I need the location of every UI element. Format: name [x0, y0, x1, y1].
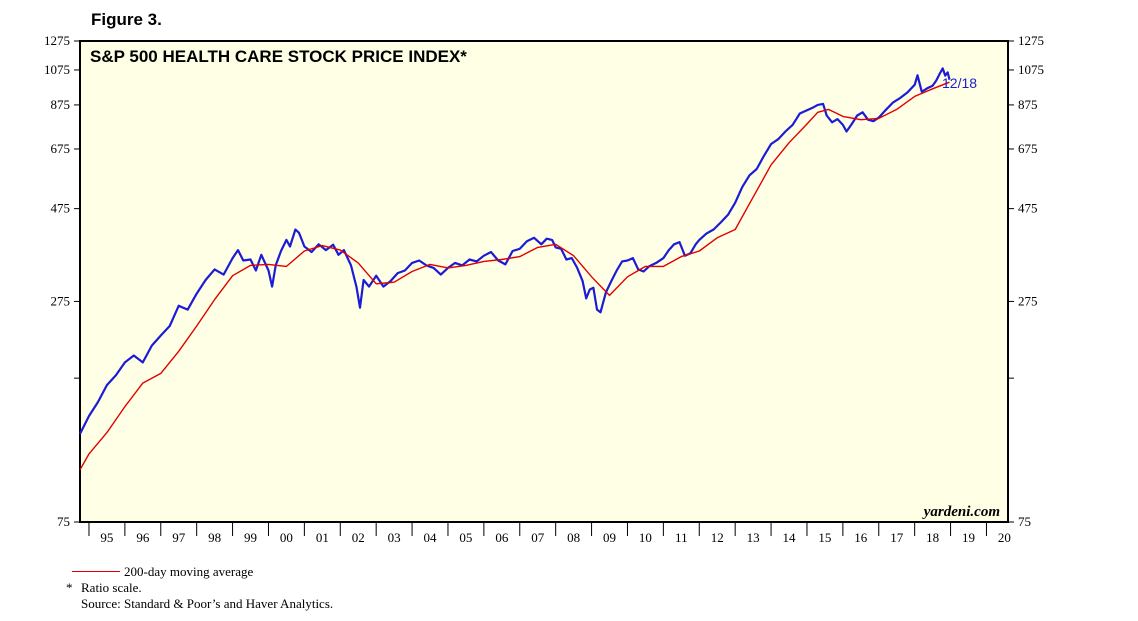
x-tick-label: 19 [962, 530, 975, 545]
x-tick-label: 10 [639, 530, 652, 545]
x-tick-label: 98 [208, 530, 221, 545]
y-tick-label-left: 875 [51, 97, 71, 112]
x-tick-label: 17 [890, 530, 904, 545]
x-tick-label: 12 [711, 530, 724, 545]
end-date-label: 12/18 [942, 75, 977, 91]
series-lines [79, 67, 951, 471]
x-tick-label: 13 [747, 530, 760, 545]
chart-title: S&P 500 HEALTH CARE STOCK PRICE INDEX* [90, 47, 467, 66]
legend-label: 200-day moving average [124, 564, 254, 579]
y-tick-label-right: 675 [1018, 141, 1038, 156]
y-tick-label-left: 275 [51, 293, 71, 308]
y-tick-label-right: 875 [1018, 97, 1038, 112]
y-tick-label-left: 1075 [44, 62, 70, 77]
x-tick-label: 20 [998, 530, 1011, 545]
y-tick-label-left: 75 [57, 514, 70, 529]
footnote-star: * [66, 580, 73, 595]
x-tick-label: 02 [352, 530, 365, 545]
x-tick-label: 95 [100, 530, 113, 545]
x-tick-label: 96 [136, 530, 150, 545]
x-tick-label: 15 [818, 530, 831, 545]
axis-ticks: 75 75 275 275 475 475 675 675 875 875 1075 1075 1275… [44, 33, 1044, 545]
x-tick-label: 16 [854, 530, 868, 545]
x-tick-label: 06 [495, 530, 509, 545]
y-tick-label-right: 475 [1018, 201, 1038, 216]
x-tick-label: 09 [603, 530, 616, 545]
moving-average-line [79, 81, 950, 471]
y-tick-label-right: 275 [1018, 293, 1038, 308]
x-tick-label: 18 [926, 530, 939, 545]
x-tick-label: 97 [172, 530, 186, 545]
x-tick-label: 05 [459, 530, 472, 545]
legend-swatch [72, 571, 120, 572]
y-tick-label-right: 75 [1018, 514, 1031, 529]
figure-label: Figure 3. [91, 10, 162, 29]
x-tick-label: 00 [280, 530, 293, 545]
x-tick-label: 08 [567, 530, 580, 545]
x-tick-label: 11 [675, 530, 688, 545]
y-tick-label-left: 1275 [44, 33, 70, 48]
y-tick-label-right: 1075 [1018, 62, 1044, 77]
y-tick-label-left: 675 [51, 141, 71, 156]
ratio-note-text: Ratio scale. [81, 580, 142, 595]
y-tick-label-right: 1275 [1018, 33, 1044, 48]
x-tick-label: 99 [244, 530, 257, 545]
x-tick-label: 01 [316, 530, 329, 545]
x-tick-label: 14 [783, 530, 797, 545]
y-tick-label-left: 475 [51, 201, 71, 216]
x-tick-label: 03 [388, 530, 401, 545]
source-text: Source: Standard & Poor’s and Haver Anal… [81, 596, 334, 611]
plot-area [79, 40, 1009, 523]
price-index-line [79, 67, 951, 435]
yardeni-watermark: yardeni.com [922, 504, 1000, 520]
x-tick-label: 04 [424, 530, 438, 545]
x-tick-label: 07 [531, 530, 545, 545]
